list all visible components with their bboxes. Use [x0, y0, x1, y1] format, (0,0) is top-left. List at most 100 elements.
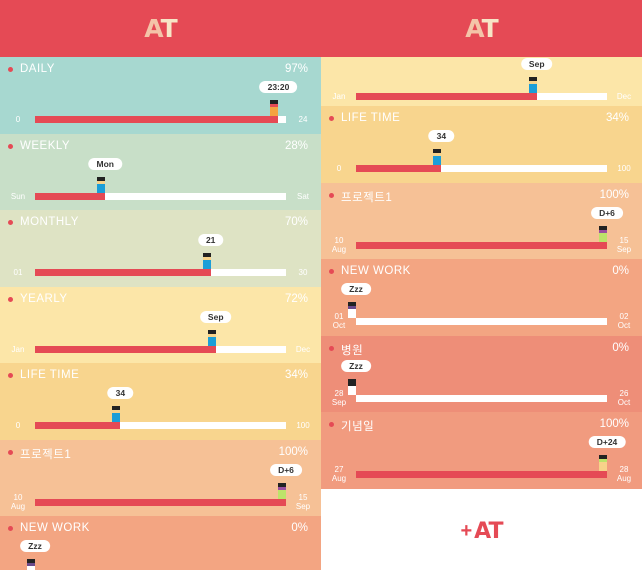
figure-body: [207, 336, 216, 346]
timer-name: LIFE TIME: [341, 112, 401, 124]
timer-row[interactable]: NEW WORK 0% 01 Oct 02 Oct Zzz: [321, 259, 642, 336]
timer-list: Jan Dec Sep LIFE TIME 34% 0 100 34 프로젝트1 100% 10 A…: [321, 57, 642, 489]
range-start-label: 27 Aug: [331, 465, 347, 483]
avatar-figure: [599, 455, 607, 471]
timer-row[interactable]: WEEKLY 28% Sun Sat Mon: [0, 133, 321, 210]
timer-row[interactable]: YEARLY 72% Jan Dec Sep: [0, 286, 321, 363]
avatar-figure: [528, 77, 537, 93]
add-timer-button[interactable]: + AT: [321, 492, 642, 570]
status-dot: [8, 67, 13, 72]
figure-face: [348, 382, 356, 386]
status-dot: [8, 449, 13, 455]
timer-row[interactable]: 병원 0% 28 Sep 26 Oct Zzz: [321, 335, 642, 412]
timer-percent: 0%: [612, 341, 629, 354]
marker-bubble: 23:20: [259, 81, 298, 93]
progress-track: [35, 498, 286, 506]
timer-row[interactable]: 프로젝트1 100% 10 Aug 15 Sep D+6: [0, 439, 321, 516]
avatar-figure: [348, 302, 356, 318]
progress-fill: [35, 269, 211, 276]
timer-percent: 100%: [599, 188, 629, 201]
timer-name: NEW WORK: [20, 522, 90, 534]
figure-hair: [528, 77, 537, 81]
timer-name: 병원: [341, 344, 364, 357]
figure-hair: [270, 100, 279, 104]
marker-bubble: D+6: [591, 206, 623, 219]
timer-row[interactable]: LIFE TIME 34% 0 100 34: [0, 363, 321, 440]
range-end-label: Dec: [616, 92, 632, 101]
range-start-label: 10 Aug: [10, 492, 26, 511]
timer-percent: 34%: [605, 112, 629, 124]
range-end-label: 30: [298, 268, 308, 277]
timer-row[interactable]: NEW WORK 0% Zzz: [0, 516, 321, 570]
progress-track: [35, 269, 286, 276]
avatar-figure: [207, 329, 216, 346]
timer-row[interactable]: Jan Dec Sep: [321, 57, 642, 106]
figure-body: [599, 232, 607, 242]
status-dot: [8, 526, 13, 531]
figure-face: [202, 257, 211, 260]
app-logo: AT: [144, 14, 177, 43]
range-end-label: 15 Sep: [295, 492, 311, 511]
avatar-figure: [112, 406, 121, 422]
avatar-figure: [202, 253, 211, 269]
progress-fill: [35, 345, 216, 353]
marker-bubble: Mon: [88, 157, 122, 170]
range-end-label: 100: [296, 421, 310, 430]
marker-bubble: Zzz: [20, 540, 50, 552]
figure-hair: [27, 559, 35, 563]
figure-face: [433, 153, 442, 156]
figure-face: [270, 104, 279, 107]
marker-bubble: Sep: [199, 310, 232, 323]
avatar-figure: [270, 100, 279, 116]
timer-percent: 70%: [284, 216, 308, 228]
progress-track: [356, 241, 607, 249]
figure-face: [599, 229, 607, 233]
progress-track: [35, 192, 286, 200]
figure-face: [599, 459, 607, 462]
range-end-label: 28 Aug: [616, 465, 632, 483]
range-start-label: 28 Sep: [331, 388, 347, 407]
status-dot: [8, 296, 13, 302]
timer-row[interactable]: 기념일 100% 27 Aug 28 Aug D+24: [321, 412, 642, 489]
timer-row[interactable]: 프로젝트1 100% 10 Aug 15 Sep D+6: [321, 182, 642, 259]
figure-face: [528, 81, 537, 84]
timer-percent: 100%: [278, 445, 308, 458]
figure-body: [433, 156, 442, 165]
timer-percent: 0%: [291, 522, 308, 534]
figure-hair: [599, 225, 607, 230]
marker-bubble: D+6: [270, 463, 302, 476]
status-dot: [329, 116, 334, 121]
range-start-label: Sun: [10, 191, 26, 201]
timer-name: YEARLY: [20, 292, 68, 305]
figure-face: [278, 486, 286, 490]
figure-hair: [348, 378, 356, 383]
timer-row[interactable]: LIFE TIME 34% 0 100 34: [321, 106, 642, 183]
figure-face: [207, 333, 216, 337]
timer-row[interactable]: MONTHLY 70% 01 30 21: [0, 210, 321, 287]
range-start-label: 01 Oct: [332, 312, 346, 330]
progress-track: [356, 471, 607, 478]
figure-face: [97, 180, 106, 184]
timer-name: NEW WORK: [341, 265, 411, 277]
figure-hair: [202, 253, 211, 257]
progress-fill: [35, 116, 279, 123]
avatar-figure: [27, 559, 35, 570]
app-logo: AT: [465, 14, 498, 43]
app-header: AT: [0, 0, 321, 57]
progress-fill: [35, 422, 121, 429]
figure-face: [27, 563, 35, 566]
timer-row[interactable]: DAILY 97% 0 24 23:20: [0, 57, 321, 134]
figure-body: [97, 183, 106, 193]
timer-list: DAILY 97% 0 24 23:20 WEEKLY 28% Sun Sat Mon MONTHL…: [0, 57, 321, 570]
screen-left: AT DAILY 97% 0 24 23:20 WEEKLY 28% Sun Sat Mon MON…: [0, 0, 321, 570]
timer-name: WEEKLY: [20, 139, 71, 152]
range-end-label: 02 Oct: [617, 312, 631, 330]
figure-body: [270, 107, 279, 116]
marker-bubble: 34: [107, 387, 134, 399]
range-end-label: 24: [298, 115, 308, 124]
range-end-label: 100: [617, 164, 631, 173]
figure-hair: [433, 149, 442, 153]
app-header: AT: [321, 0, 642, 57]
progress-track: [35, 116, 286, 123]
